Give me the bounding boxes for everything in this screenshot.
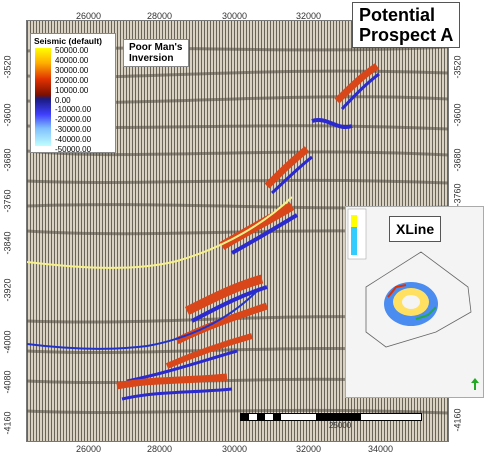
legend-value: -10000.00 bbox=[55, 105, 92, 115]
legend-value: 50000.00 bbox=[55, 46, 89, 55]
legend-value: 30000.00 bbox=[55, 65, 89, 75]
horizon-yellow[interactable] bbox=[27, 196, 293, 269]
color-legend: Seismic (default) 50000.00 40000.00 3000… bbox=[30, 33, 116, 155]
y-tick-label: -3520 bbox=[2, 55, 13, 79]
y-tick-label: -3680 bbox=[2, 148, 13, 172]
slide-title: Potential Prospect A bbox=[352, 2, 461, 48]
legend-values: 50000.00 40000.00 30000.00 20000.00 1000… bbox=[55, 46, 91, 155]
legend-title: Seismic (default) bbox=[34, 36, 103, 46]
y-tick-label: -4160 bbox=[452, 408, 463, 432]
scale-label: 25000 bbox=[329, 421, 352, 430]
scale-segment bbox=[316, 414, 361, 420]
x-tick-label: 30000 bbox=[222, 444, 248, 454]
y-tick-label: -3840 bbox=[2, 231, 13, 255]
amplitude-anomalies bbox=[116, 63, 380, 401]
legend-value: 10000.00 bbox=[55, 85, 89, 95]
legend-value: -40000.00 bbox=[55, 135, 92, 145]
inset-map-canvas bbox=[347, 208, 472, 348]
scale-segment bbox=[273, 414, 281, 420]
y-tick-label: -4080 bbox=[2, 370, 13, 394]
y-tick-label: -3680 bbox=[452, 148, 463, 172]
inversion-label-line2: Inversion bbox=[129, 53, 174, 64]
y-tick-label: -3600 bbox=[2, 103, 13, 127]
scale-bar bbox=[240, 413, 422, 421]
legend-value: -20000.00 bbox=[55, 115, 92, 125]
y-tick-label: -4000 bbox=[2, 330, 13, 354]
inversion-label: Poor Man's Inversion bbox=[123, 39, 189, 67]
title-line2: Prospect A bbox=[359, 25, 454, 45]
x-tick-label: 26000 bbox=[76, 11, 102, 21]
y-tick-label: -4160 bbox=[2, 411, 13, 435]
x-tick-label: 30000 bbox=[222, 11, 248, 21]
x-tick-label: 34000 bbox=[368, 444, 394, 454]
horizon-blue[interactable] bbox=[27, 290, 258, 350]
x-tick-label: 32000 bbox=[296, 11, 322, 21]
legend-color-ramp bbox=[35, 48, 51, 146]
y-tick-label: -3600 bbox=[452, 103, 463, 127]
inversion-label-line1: Poor Man's bbox=[129, 42, 183, 53]
title-line1: Potential bbox=[359, 5, 436, 25]
y-tick-label: -3760 bbox=[2, 189, 13, 213]
legend-value: 0.00 bbox=[55, 95, 71, 105]
xline-label: XLine bbox=[389, 216, 442, 242]
legend-value: -50000.00 bbox=[55, 145, 92, 155]
legend-value: 20000.00 bbox=[55, 75, 89, 85]
north-arrow-icon bbox=[471, 378, 479, 390]
x-tick-label: 32000 bbox=[296, 444, 322, 454]
scale-segment bbox=[241, 414, 249, 420]
legend-value: 40000.00 bbox=[55, 55, 89, 65]
x-tick-label: 26000 bbox=[76, 444, 102, 454]
scale-segment bbox=[257, 414, 265, 420]
y-tick-label: -3760 bbox=[452, 183, 463, 207]
legend-value: -30000.00 bbox=[55, 125, 92, 135]
y-tick-label: -3920 bbox=[2, 278, 13, 302]
y-tick-label: -3520 bbox=[452, 55, 463, 79]
x-tick-label: 28000 bbox=[147, 444, 173, 454]
x-tick-label: 28000 bbox=[147, 11, 173, 21]
